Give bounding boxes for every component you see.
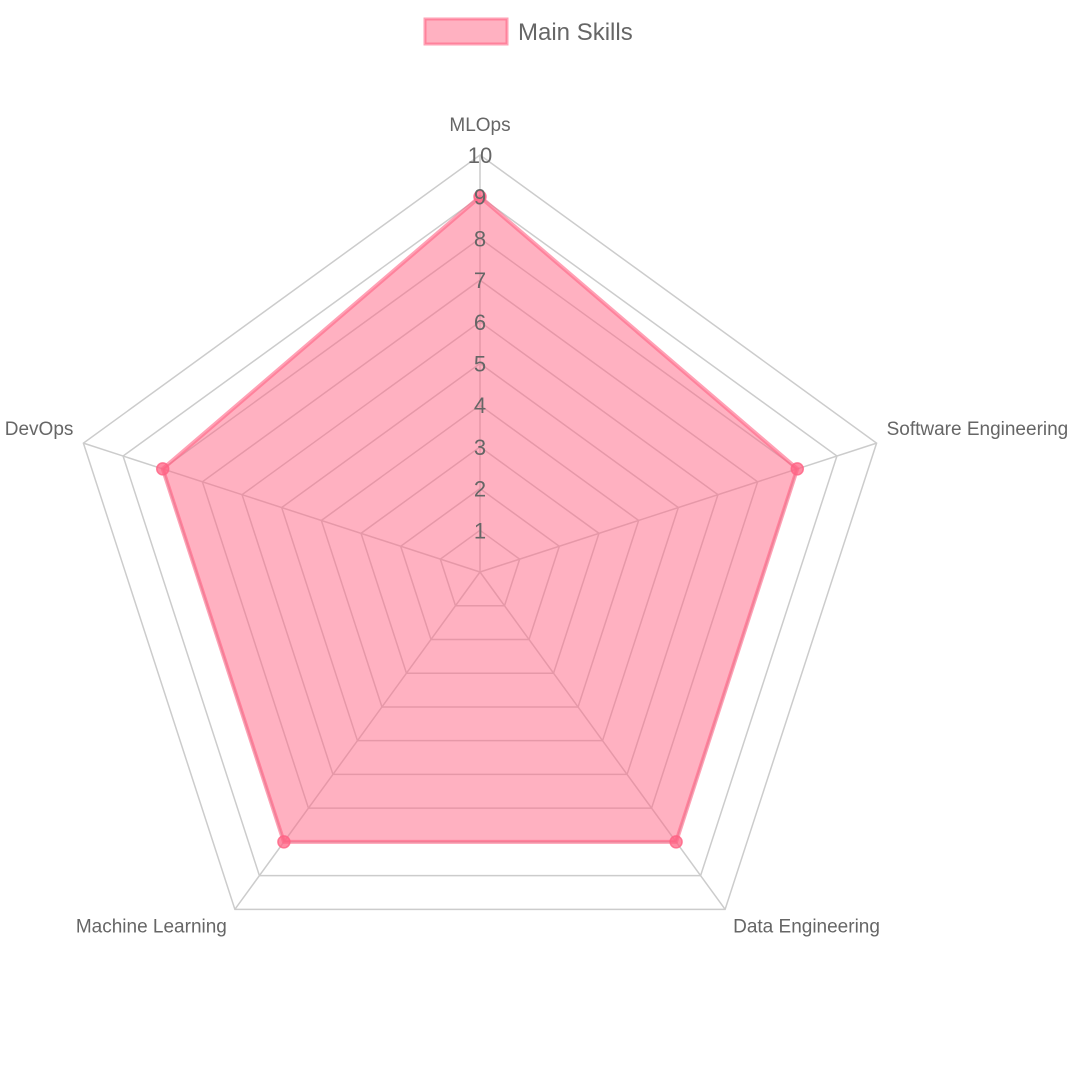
tick-label-8: 8 — [474, 226, 486, 251]
data-point-data-engineering[interactable] — [670, 836, 682, 848]
legend-label[interactable]: Main Skills — [518, 19, 633, 46]
data-point-machine-learning[interactable] — [278, 836, 290, 848]
tick-label-2: 2 — [474, 477, 486, 502]
tick-label-5: 5 — [474, 352, 486, 377]
data-point-devops[interactable] — [157, 463, 169, 475]
tick-label-9: 9 — [474, 185, 486, 210]
axis-label-devops: DevOps — [5, 419, 74, 440]
axis-label-software-engineering: Software Engineering — [887, 419, 1069, 440]
tick-label-7: 7 — [474, 268, 486, 293]
tick-label-4: 4 — [474, 393, 486, 418]
legend-swatch[interactable] — [425, 19, 507, 44]
axis-label-mlops: MLOps — [449, 115, 510, 136]
tick-label-6: 6 — [474, 310, 486, 335]
data-point-software-engineering[interactable] — [791, 463, 803, 475]
legend[interactable]: Main Skills — [425, 19, 633, 46]
tick-label-3: 3 — [474, 435, 486, 460]
tick-label-1: 1 — [474, 518, 486, 543]
axis-label-machine-learning: Machine Learning — [76, 916, 227, 937]
axis-label-data-engineering: Data Engineering — [733, 916, 880, 937]
tick-label-10: 10 — [468, 143, 492, 168]
